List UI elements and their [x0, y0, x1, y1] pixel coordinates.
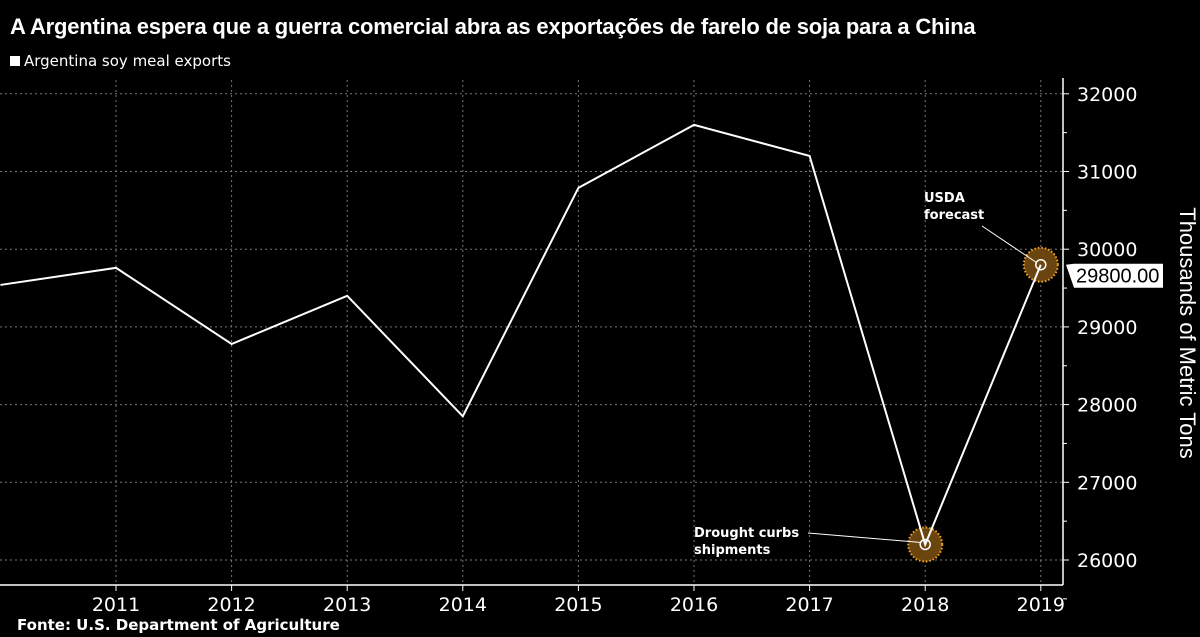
source-note: Fonte: U.S. Department of Agriculture	[17, 616, 340, 634]
x-tick-label: 2016	[670, 594, 718, 616]
x-tick-label: 2011	[92, 594, 140, 616]
last-value-badge	[1066, 263, 1163, 288]
annotation-point	[919, 538, 931, 551]
last-value-label: 29800.00	[1076, 266, 1159, 288]
x-tick-label: 2014	[439, 594, 487, 616]
y-tick-label: 27000	[1077, 472, 1137, 494]
chart-title: A Argentina espera que a guerra comercia…	[10, 14, 976, 39]
annotation-leader	[981, 225, 1038, 264]
annotation-text: forecast	[924, 208, 984, 223]
y-axis-label: Thousands of Metric Tons	[1175, 207, 1200, 459]
x-tick-label: 2015	[554, 594, 602, 616]
legend: Argentina soy meal exports	[10, 52, 231, 70]
x-tick-label: 2012	[207, 594, 255, 616]
annotation-leader	[807, 532, 922, 543]
y-tick-label: 30000	[1077, 239, 1137, 261]
y-tick-label: 31000	[1077, 162, 1137, 184]
legend-label: Argentina soy meal exports	[24, 52, 231, 70]
y-tick-label: 29000	[1077, 317, 1137, 339]
y-tick-label: 28000	[1077, 395, 1137, 417]
annotation-text: shipments	[694, 543, 771, 558]
x-tick-label: 2017	[785, 594, 833, 616]
annotation-point	[1035, 258, 1047, 271]
annotation-text: USDA	[924, 191, 965, 206]
legend-swatch	[10, 56, 20, 66]
y-tick-label: 32000	[1077, 84, 1137, 106]
x-tick-label: 2019	[1017, 594, 1065, 616]
x-tick-label: 2018	[901, 594, 949, 616]
series-line	[0, 123, 1042, 548]
y-tick-label: 26000	[1077, 550, 1137, 572]
x-tick-label: 2013	[323, 594, 371, 616]
annotation-text: Drought curbs	[694, 526, 799, 541]
